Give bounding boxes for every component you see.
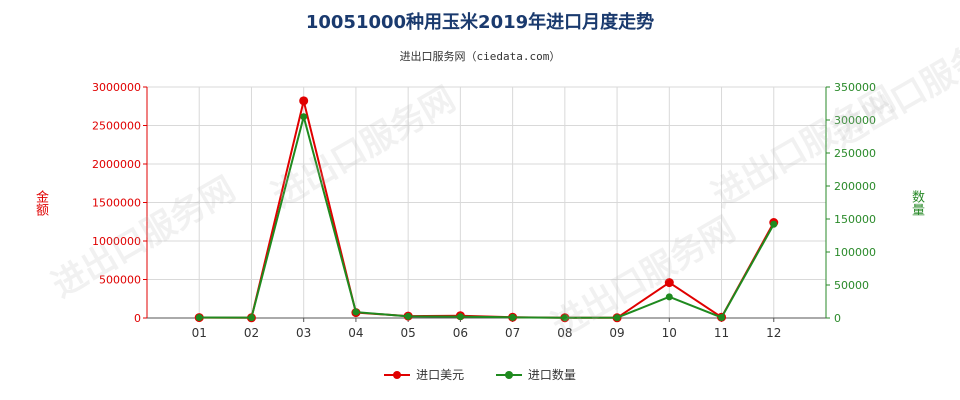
series-2-point bbox=[665, 293, 673, 301]
x-tick-label: 09 bbox=[609, 326, 624, 340]
y-left-tick-label: 500000 bbox=[99, 274, 141, 287]
series-1-point bbox=[664, 278, 674, 288]
y-right-tick-label: 200000 bbox=[834, 180, 876, 193]
legend-label-import-usd: 进口美元 bbox=[416, 368, 465, 382]
legend-swatch-red bbox=[384, 370, 411, 380]
x-tick-label: 06 bbox=[453, 326, 468, 340]
series-2-point bbox=[404, 312, 412, 320]
x-tick-label: 10 bbox=[662, 326, 677, 340]
legend-swatch-green bbox=[495, 370, 522, 380]
x-tick-label: 05 bbox=[401, 326, 416, 340]
y-left-tick-label: 2500000 bbox=[92, 120, 141, 133]
series-2-point bbox=[561, 314, 569, 322]
y-axis-left-label: 金额 bbox=[33, 190, 48, 216]
chart-subtitle: 进出口服务网（ciedata.com） bbox=[399, 50, 561, 63]
y-right-tick-label: 250000 bbox=[834, 147, 876, 160]
y-left-tick-label: 0 bbox=[134, 312, 141, 325]
x-tick-label: 11 bbox=[714, 326, 729, 340]
series-2-point bbox=[300, 113, 308, 121]
x-tick-label: 01 bbox=[192, 326, 207, 340]
chart-title: 10051000种用玉米2019年进口月度走势 bbox=[305, 12, 655, 33]
series-2-point bbox=[352, 308, 360, 316]
x-tick-label: 04 bbox=[348, 326, 363, 340]
series-2-point bbox=[195, 313, 203, 321]
x-tick-label: 12 bbox=[766, 326, 781, 340]
x-tick-label: 07 bbox=[505, 326, 520, 340]
y-right-tick-label: 50000 bbox=[834, 279, 869, 292]
legend-item-import-usd[interactable]: 进口美元 bbox=[384, 366, 464, 383]
y-axis-right-label: 数量 bbox=[909, 190, 924, 216]
x-tick-label: 02 bbox=[244, 326, 259, 340]
series-line-2 bbox=[199, 112, 775, 319]
series-2-point bbox=[770, 220, 778, 228]
series-2-point bbox=[509, 313, 517, 321]
legend-label-import-qty: 进口数量 bbox=[527, 368, 576, 382]
y-left-tick-label: 1500000 bbox=[92, 197, 141, 210]
y-right-tick-label: 350000 bbox=[834, 81, 876, 94]
x-tick-label: 03 bbox=[296, 326, 311, 340]
y-right-tick-label: 300000 bbox=[834, 114, 876, 127]
legend-item-import-qty[interactable]: 进口数量 bbox=[495, 366, 576, 383]
y-right-tick-label: 100000 bbox=[834, 246, 876, 259]
series-2-point bbox=[456, 313, 464, 321]
y-right-tick-label: 0 bbox=[834, 312, 841, 325]
series-1-point bbox=[299, 96, 309, 106]
series-2-point bbox=[718, 313, 726, 321]
legend: 进口美元 进口数量 bbox=[0, 366, 960, 383]
y-left-tick-label: 2000000 bbox=[92, 158, 141, 171]
series-2-point bbox=[247, 314, 255, 322]
y-right-tick-label: 150000 bbox=[834, 213, 876, 226]
y-left-tick-label: 1000000 bbox=[92, 235, 141, 248]
x-tick-label: 08 bbox=[557, 326, 572, 340]
y-left-tick-label: 3000000 bbox=[92, 81, 141, 94]
series-2-point bbox=[613, 314, 621, 322]
